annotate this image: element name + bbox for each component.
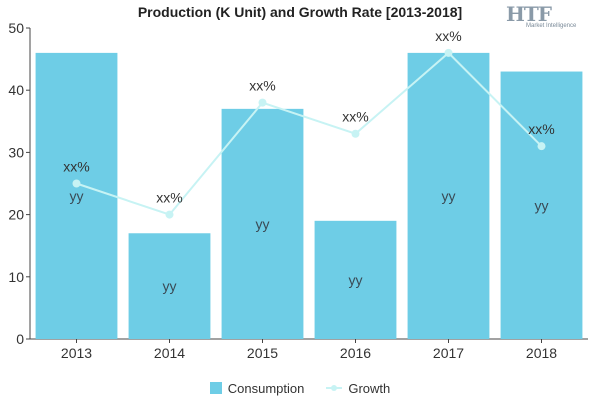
point-growth-2016 <box>351 129 360 138</box>
legend-swatch-consumption <box>209 382 222 394</box>
bar-data-label: yy <box>349 272 363 288</box>
point-growth-2015 <box>258 98 267 107</box>
bar-data-label: yy <box>256 216 270 232</box>
y-tick-label: 40 <box>8 82 24 98</box>
point-growth-2013 <box>72 179 81 188</box>
y-tick-label: 0 <box>16 331 24 347</box>
line-data-label: xx% <box>528 121 554 137</box>
line-data-label: xx% <box>342 109 368 125</box>
point-growth-2017 <box>444 48 453 57</box>
point-growth-2018 <box>537 142 546 151</box>
bar-data-label: yy <box>535 197 549 213</box>
chart-legend: Consumption Growth <box>0 378 600 398</box>
line-data-label: xx% <box>249 78 275 94</box>
line-data-label: xx% <box>63 159 89 175</box>
legend-item-growth[interactable]: Growth <box>326 381 390 396</box>
legend-label-growth: Growth <box>348 380 391 396</box>
bar-consumption-2015 <box>221 108 304 339</box>
bar-consumption-2016 <box>314 220 397 339</box>
x-tick-label: 2013 <box>61 345 92 361</box>
x-tick-label: 2016 <box>340 345 371 361</box>
legend-swatch-growth <box>326 382 343 394</box>
bar-data-label: yy <box>70 188 84 204</box>
legend-item-consumption[interactable]: Consumption <box>209 380 305 396</box>
bar-consumption-2017 <box>407 52 490 339</box>
y-tick-label: 30 <box>8 144 24 160</box>
bar-consumption-2018 <box>500 71 583 339</box>
x-tick-label: 2015 <box>247 345 278 361</box>
bar-data-label: yy <box>442 188 456 204</box>
x-tick-label: 2014 <box>154 345 185 361</box>
y-tick-label: 10 <box>8 269 24 285</box>
y-tick-label: 50 <box>8 20 24 36</box>
line-growth <box>76 51 543 216</box>
logo-subtitle: Market Intelligence <box>526 23 577 29</box>
point-growth-2014 <box>165 210 174 219</box>
y-tick-label: 20 <box>8 207 24 223</box>
x-tick-label: 2018 <box>526 345 557 361</box>
htf-logo: HTF Market Intelligence <box>506 2 596 32</box>
logo-mark: HTF <box>506 2 552 26</box>
bar-consumption-2014 <box>128 233 211 339</box>
line-data-label: xx% <box>156 190 182 206</box>
legend-label-consumption: Consumption <box>227 380 305 396</box>
chart-title: Production (K Unit) and Growth Rate [201… <box>137 4 463 20</box>
x-tick-label: 2017 <box>433 345 464 361</box>
line-data-label: xx% <box>435 28 461 44</box>
bar-consumption-2013 <box>35 52 118 339</box>
bar-data-label: yy <box>163 278 177 294</box>
